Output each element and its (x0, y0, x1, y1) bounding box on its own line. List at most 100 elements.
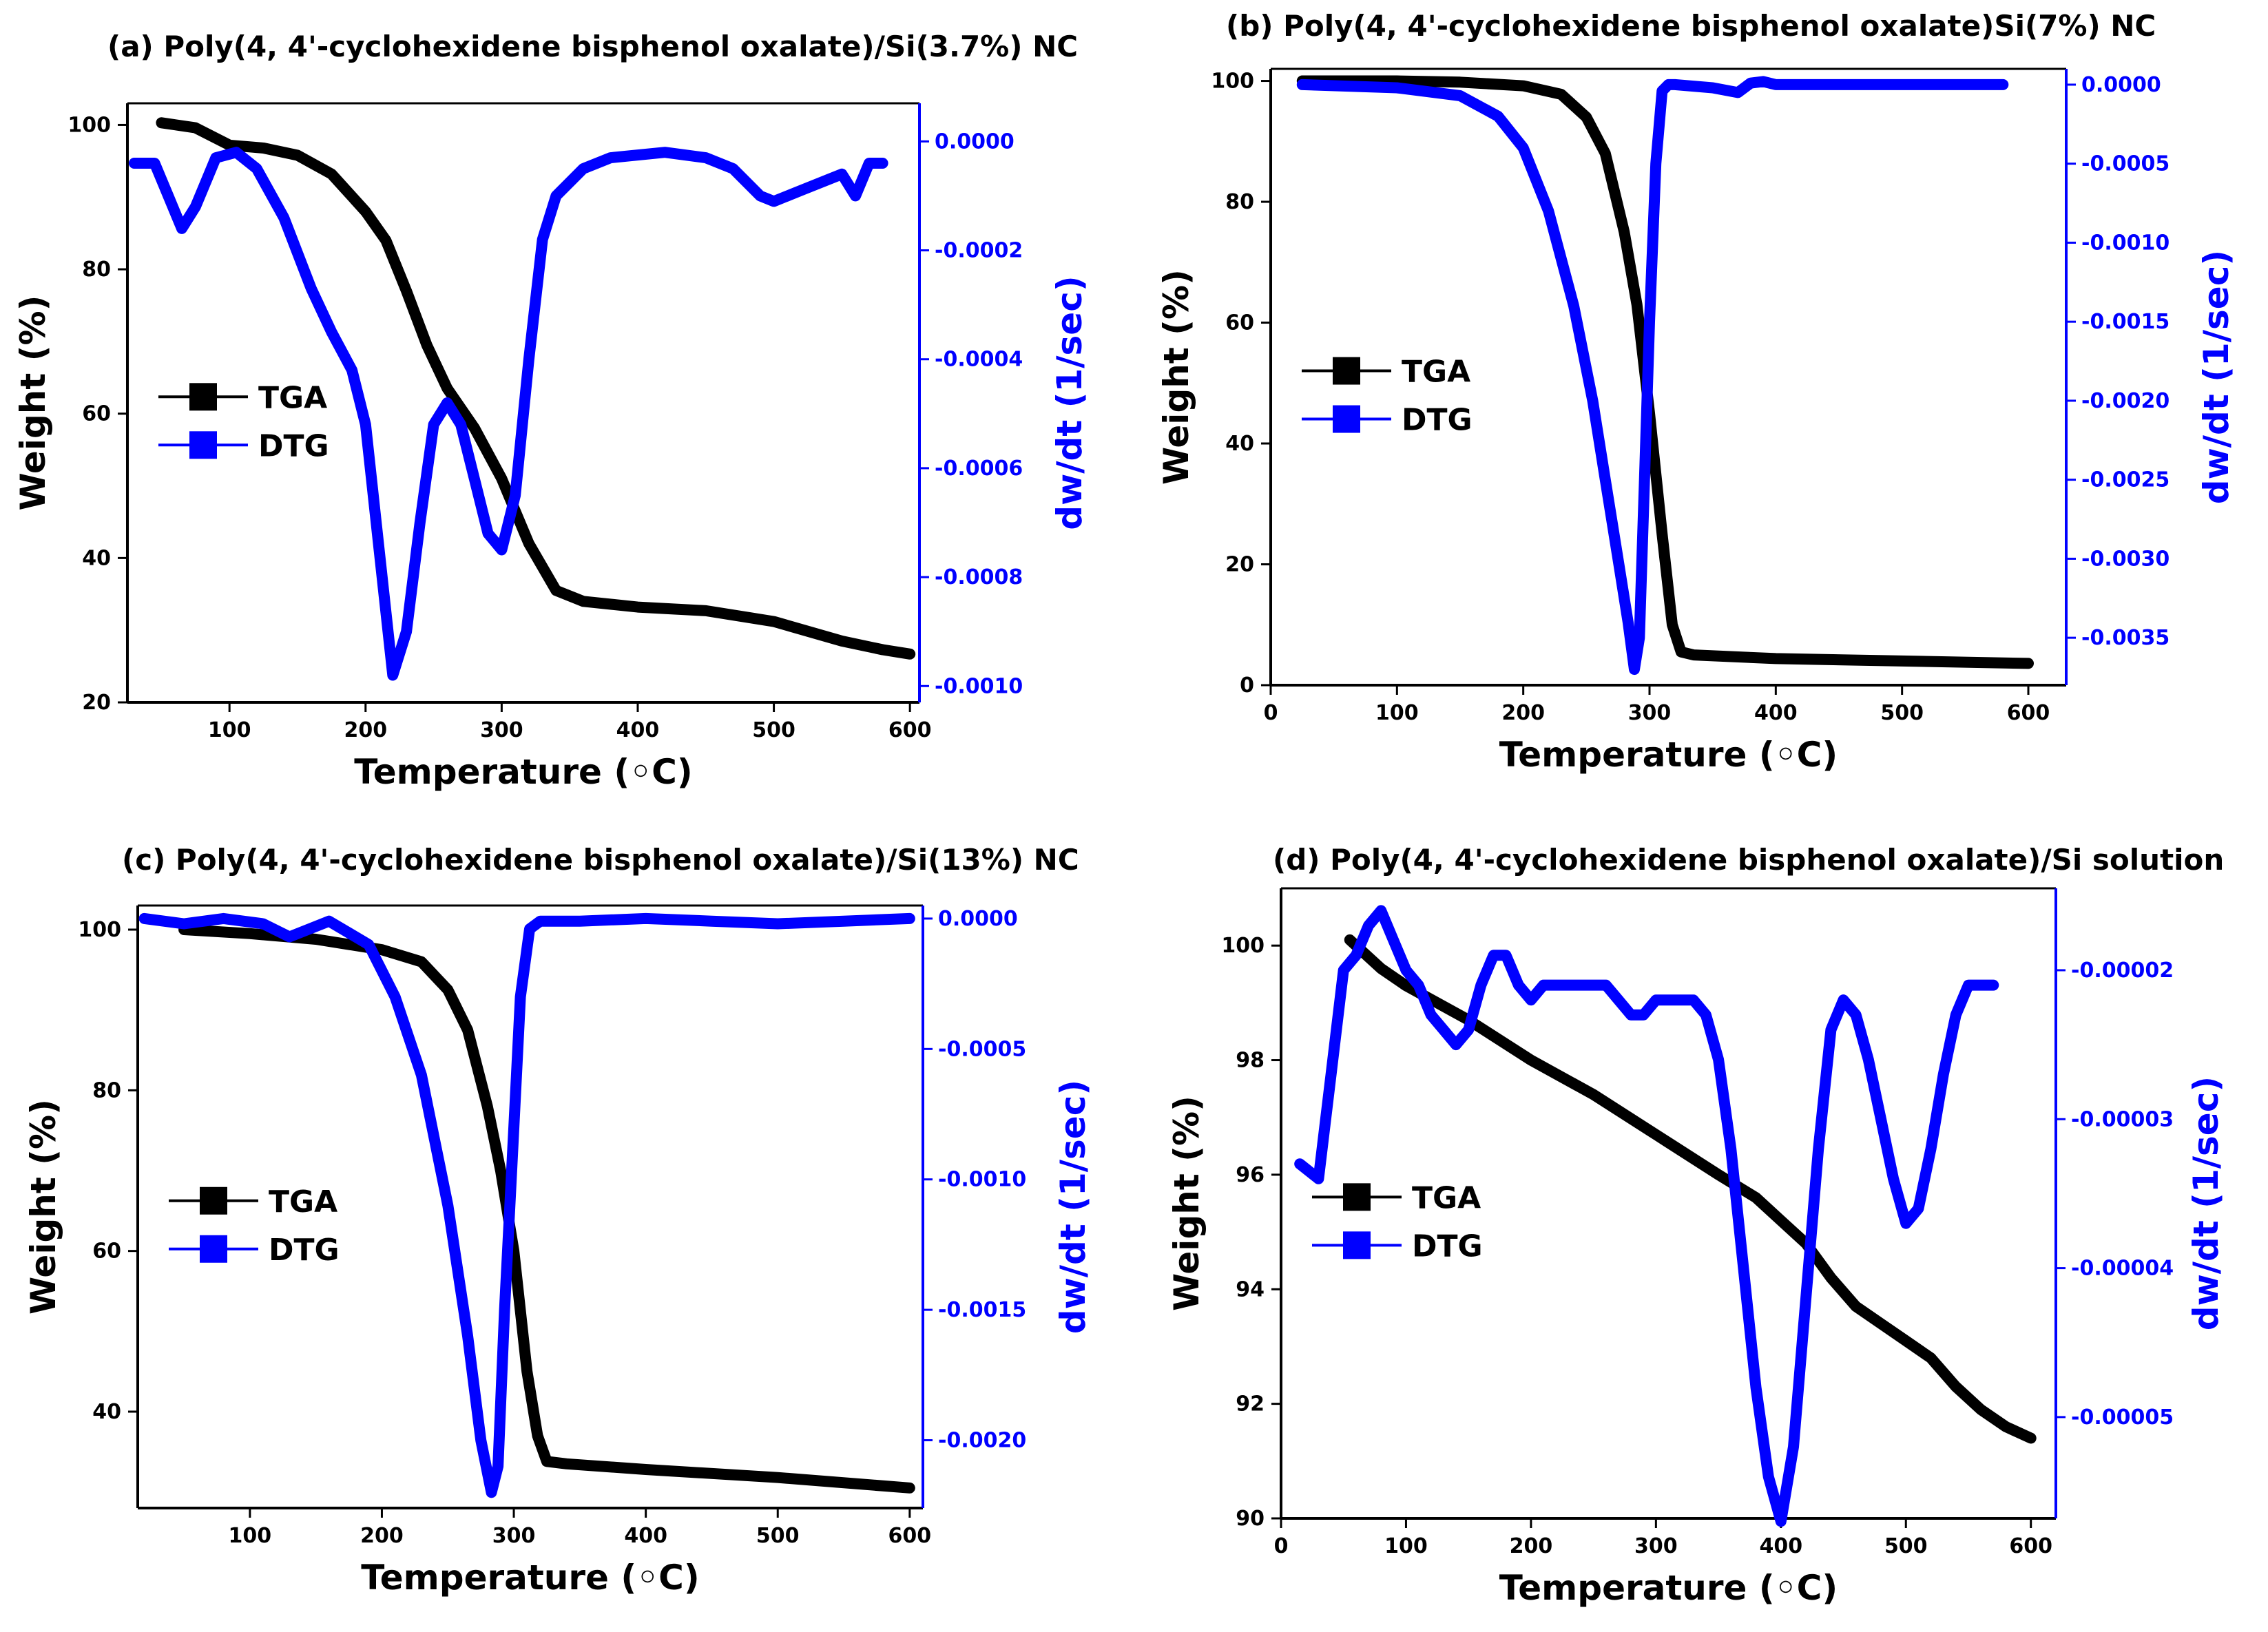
y2-axis-label: dw/dt (1/sec) (1050, 275, 1090, 530)
y2-tick-label: -0.0010 (935, 674, 1023, 698)
y2-tick-label: -0.00005 (2071, 1405, 2174, 1430)
x-tick-label: 200 (1510, 1534, 1553, 1558)
legend-label: DTG (1402, 403, 1473, 438)
series-line-tga (156, 117, 916, 660)
y-tick-label: 40 (82, 546, 111, 570)
x-tick-label: 100 (1375, 701, 1419, 725)
y-tick-label: 80 (82, 258, 111, 282)
legend-label: TGA (1402, 355, 1470, 390)
y2-tick-label: -0.0010 (938, 1168, 1026, 1192)
x-tick-label: 500 (752, 718, 795, 742)
x-tick-label: 500 (1884, 1534, 1928, 1558)
x-tick-label: 0 (1274, 1534, 1289, 1558)
y-tick-label: 60 (92, 1239, 121, 1264)
y2-tick-label: -0.0015 (2081, 310, 2170, 334)
y2-tick-label: -0.0005 (2081, 152, 2170, 176)
legend-item-dtg: DTG (1302, 403, 1473, 438)
y2-tick-label: -0.0020 (938, 1429, 1026, 1453)
legend-label: TGA (269, 1184, 337, 1220)
y-tick-label: 80 (92, 1078, 121, 1102)
y-tick-label: 100 (78, 918, 121, 942)
y-tick-label: 94 (1236, 1277, 1265, 1301)
y2-tick-label: -0.0030 (2081, 547, 2170, 571)
y2-tick-label: -0.0004 (935, 348, 1023, 372)
y2-tick-label: -0.0002 (935, 239, 1023, 263)
y2-tick-label: 0.0000 (935, 129, 1015, 154)
chart-title: (b) Poly(4, 4'-cyclohexidene bisphenol o… (1226, 9, 2156, 43)
series-line-dtg (1296, 76, 2009, 676)
panel-c: (c) Poly(4, 4'-cyclohexidene bisphenol o… (23, 843, 1093, 1598)
y-tick-label: 0 (1240, 673, 1254, 698)
y2-tick-label: -0.0008 (935, 565, 1023, 589)
y2-axis-label: dw/dt (1/sec) (1053, 1080, 1093, 1334)
y-tick-label: 60 (82, 402, 111, 426)
x-tick-label: 300 (1628, 701, 1672, 725)
x-tick-label: 600 (888, 718, 932, 742)
y2-tick-label: -0.0006 (935, 457, 1023, 481)
y2-tick-label: 0.0000 (2081, 73, 2161, 97)
legend-marker (1343, 1231, 1371, 1259)
y2-tick-label: -0.0020 (2081, 389, 2170, 413)
x-tick-label: 100 (229, 1524, 272, 1548)
legend-item-tga: TGA (1312, 1180, 1481, 1215)
legend-marker (189, 431, 217, 459)
y2-tick-label: -0.0010 (2081, 231, 2170, 255)
x-tick-label: 500 (756, 1524, 800, 1548)
chart-title: (a) Poly(4, 4'-cyclohexidene bisphenol o… (107, 30, 1078, 63)
y-tick-label: 96 (1236, 1163, 1265, 1187)
x-tick-label: 200 (360, 1524, 404, 1548)
legend-marker (1333, 405, 1360, 433)
series-line-tga (1296, 75, 2034, 669)
x-axis-label: Temperature (◦C) (361, 1558, 699, 1598)
x-tick-label: 100 (1384, 1534, 1428, 1558)
y2-tick-label: 0.0000 (938, 907, 1018, 931)
y-tick-label: 60 (1225, 311, 1254, 335)
legend-item-tga: TGA (1302, 355, 1470, 390)
x-tick-label: 600 (888, 1524, 932, 1548)
x-axis-label: Temperature (◦C) (1499, 735, 1838, 775)
y-tick-label: 90 (1236, 1507, 1265, 1531)
chart-title: (c) Poly(4, 4'-cyclohexidene bisphenol o… (122, 843, 1079, 877)
y2-tick-label: -0.00002 (2071, 959, 2174, 983)
legend-label: TGA (1412, 1180, 1481, 1215)
y-tick-label: 40 (92, 1400, 121, 1424)
legend-item-dtg: DTG (169, 1233, 340, 1268)
y2-axis-label: dw/dt (1/sec) (2186, 1076, 2226, 1330)
y-axis-label: Weight (%) (1167, 1096, 1207, 1311)
y-tick-label: 20 (82, 691, 111, 715)
series-line-dtg (138, 912, 915, 1498)
series-line-dtg (128, 147, 888, 681)
y-tick-label: 100 (1221, 934, 1265, 958)
legend-marker (189, 383, 217, 411)
series-line-tga (1344, 934, 2037, 1444)
y2-tick-label: -0.00003 (2071, 1107, 2174, 1131)
legend-marker (1343, 1183, 1371, 1211)
legend-item-dtg: DTG (158, 428, 329, 463)
y-tick-label: 40 (1225, 432, 1254, 456)
y-axis-label: Weight (%) (1156, 269, 1196, 485)
x-tick-label: 200 (344, 718, 387, 742)
legend-label: DTG (269, 1233, 340, 1268)
panel-b: (b) Poly(4, 4'-cyclohexidene bisphenol o… (1156, 9, 2236, 775)
y-tick-label: 20 (1225, 553, 1254, 577)
x-axis-label: Temperature (◦C) (1499, 1568, 1838, 1608)
legend-marker (1333, 357, 1360, 385)
y-tick-label: 100 (1211, 70, 1254, 94)
legend-marker (200, 1235, 227, 1263)
legend-label: TGA (258, 380, 327, 415)
x-tick-label: 400 (1759, 1534, 1802, 1558)
x-tick-label: 300 (480, 718, 523, 742)
x-axis-label: Temperature (◦C) (354, 752, 692, 792)
legend-item-tga: TGA (169, 1184, 337, 1220)
legend-label: DTG (1412, 1228, 1483, 1264)
legend-marker (200, 1186, 227, 1215)
y2-tick-label: -0.00004 (2071, 1257, 2174, 1281)
y-axis-label: Weight (%) (23, 1099, 63, 1315)
legend-item-dtg: DTG (1312, 1228, 1483, 1264)
x-tick-label: 200 (1501, 701, 1545, 725)
y2-tick-label: -0.0015 (938, 1298, 1026, 1322)
chart-title: (d) Poly(4, 4'-cyclohexidene bisphenol o… (1273, 843, 2224, 877)
x-tick-label: 500 (1880, 701, 1924, 725)
y2-tick-label: -0.0005 (938, 1037, 1026, 1061)
